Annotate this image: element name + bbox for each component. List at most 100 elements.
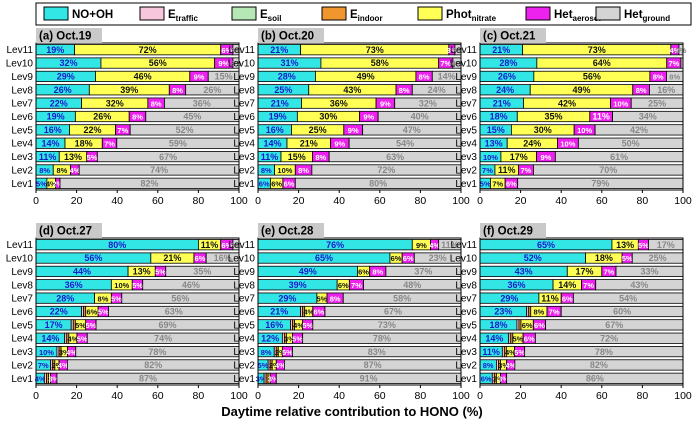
y-tick-label: Lev3: [233, 152, 255, 163]
value-label-lev4-het-aerosol: 6%: [524, 334, 535, 343]
value-label-lev3-het-ground: 83%: [368, 347, 386, 357]
value-label-lev6-phot-nitrate: 26%: [93, 112, 111, 122]
value-label-lev8-no-oh: 39%: [289, 280, 307, 290]
value-label-lev2-het-ground: 82%: [144, 360, 162, 370]
value-label-lev3-het-aerosol: 8%: [315, 153, 326, 162]
value-label-lev1-no-oh: 6%: [259, 180, 270, 189]
y-tick-label: Lev4: [11, 334, 33, 345]
legend-swatch-e-traffic: [139, 6, 165, 21]
legend-swatch-no-oh: [43, 6, 69, 21]
value-label-lev6-no-oh: 21%: [270, 307, 288, 317]
y-tick-label: Lev11: [228, 45, 255, 56]
value-label-lev4-het-aerosol: 7%: [104, 139, 115, 148]
value-label-lev8-no-oh: 36%: [508, 280, 526, 290]
value-label-lev5-het-ground: 69%: [159, 320, 177, 330]
value-label-lev10-phot-nitrate: 58%: [371, 58, 389, 68]
value-label-lev11-het-ground: 11%: [441, 240, 459, 250]
value-label-lev7-phot-nitrate: 36%: [330, 98, 348, 108]
value-label-lev9-no-oh: 44%: [73, 267, 91, 277]
panel-title: (f) Oct.29: [483, 226, 533, 238]
y-tick-label: Lev6: [11, 307, 33, 318]
legend: NO+OH Etraffic Esoil Eindoor Photnitrate Heta…: [35, 2, 692, 26]
value-label-lev8-no-oh: 24%: [496, 85, 514, 95]
legend-label-no-oh: NO+OH: [72, 9, 113, 21]
y-tick-label: Lev9: [455, 72, 477, 83]
value-label-lev8-phot-nitrate: 14%: [558, 280, 576, 290]
value-label-lev10-het-ground: 4%: [452, 59, 463, 68]
y-tick-label: Lev1: [455, 179, 477, 190]
y-tick-label: Lev11: [6, 240, 33, 251]
value-label-lev11-phot-nitrate: 9%: [416, 241, 427, 250]
value-label-lev5-no-oh: 18%: [489, 320, 507, 330]
value-label-lev10-no-oh: 65%: [315, 253, 333, 263]
value-label-lev10-het-ground: 23%: [429, 253, 447, 263]
value-label-lev5-phot-nitrate: 25%: [309, 125, 327, 135]
value-label-lev4-het-ground: 72%: [600, 333, 618, 343]
value-label-lev7-phot-nitrate: 8%: [98, 294, 109, 303]
value-label-lev6-het-ground: 63%: [165, 307, 183, 317]
value-label-lev11-het-ground: 2%: [676, 46, 687, 55]
value-label-lev11-no-oh: 21%: [270, 45, 288, 55]
value-label-lev7-no-oh: 21%: [493, 98, 511, 108]
value-label-lev8-het-ground: 24%: [428, 85, 446, 95]
y-tick-label: Lev1: [233, 374, 255, 385]
value-label-lev3-no-oh: 8%: [261, 348, 272, 357]
value-label-lev1-no-oh: 3%: [256, 375, 267, 384]
x-tick-label: 20: [293, 195, 305, 207]
value-label-lev8-het-ground: 48%: [403, 280, 421, 290]
y-tick-label: Lev8: [233, 85, 255, 96]
value-label-lev1-het-ground: 80%: [369, 179, 387, 189]
x-tick-label: 40: [555, 195, 567, 207]
value-label-lev11-phot-nitrate: 11%: [201, 240, 219, 250]
x-tick-label: 20: [515, 390, 527, 402]
value-label-lev2-phot-nitrate: 8%: [56, 166, 67, 175]
x-tick-label: 20: [71, 390, 83, 402]
value-label-lev3-het-ground: 67%: [159, 152, 177, 162]
value-label-lev2-het-aerosol: 4%: [69, 166, 80, 175]
value-label-lev11-het-ground: 3%: [231, 241, 242, 250]
value-label-lev9-het-ground: 8%: [669, 73, 680, 82]
value-label-lev5-het-aerosol: 5%: [85, 321, 96, 330]
value-label-lev5-het-aerosol: 5%: [302, 321, 313, 330]
value-label-lev8-het-aerosol: 7%: [583, 281, 594, 290]
value-label-lev10-het-aerosol: 6%: [195, 254, 206, 263]
value-label-lev6-het-aerosol: 11%: [592, 112, 610, 122]
value-label-lev10-no-oh: 52%: [524, 253, 542, 263]
value-label-lev7-phot-nitrate: 42%: [558, 98, 576, 108]
x-tick-label: 80: [637, 195, 649, 207]
x-tick-label: 0: [255, 195, 261, 207]
value-label-lev11-phot-nitrate: 13%: [616, 240, 634, 250]
value-label-lev5-het-ground: 52%: [176, 125, 194, 135]
value-label-lev6-no-oh: 19%: [47, 112, 65, 122]
value-label-lev1-phot-nitrate: 6%: [271, 180, 282, 189]
x-tick-label: 80: [193, 195, 205, 207]
value-label-lev11-het-aerosol: 4%: [429, 241, 440, 250]
value-label-lev8-het-aerosol: 8%: [636, 86, 647, 95]
x-tick-label: 40: [555, 390, 567, 402]
x-tick-label: 60: [374, 195, 386, 207]
value-label-lev6-het-ground: 34%: [639, 112, 657, 122]
value-label-lev11-het-ground: 17%: [657, 240, 675, 250]
value-label-lev4-het-ground: 74%: [154, 333, 172, 343]
value-label-lev10-het-aerosol: 9%: [218, 59, 229, 68]
value-label-lev9-phot-nitrate: 6%: [358, 268, 369, 277]
value-label-lev10-phot-nitrate: 56%: [149, 58, 167, 68]
value-label-lev3-het-ground: 63%: [386, 152, 404, 162]
value-label-lev5-phot-nitrate: 22%: [83, 125, 101, 135]
y-tick-label: Lev10: [450, 59, 478, 70]
y-tick-label: Lev4: [233, 334, 255, 345]
value-label-lev8-het-ground: 16%: [657, 85, 675, 95]
x-tick-label: 0: [255, 390, 261, 402]
value-label-lev7-het-aerosol: 6%: [562, 294, 573, 303]
value-label-lev10-het-ground: 25%: [649, 253, 667, 263]
y-tick-label: Lev1: [455, 374, 477, 385]
x-tick-label: 100: [230, 195, 248, 207]
value-label-lev3-no-oh: 11%: [482, 347, 500, 357]
x-tick-label: 40: [333, 195, 345, 207]
value-label-lev3-no-oh: 10%: [483, 153, 498, 162]
